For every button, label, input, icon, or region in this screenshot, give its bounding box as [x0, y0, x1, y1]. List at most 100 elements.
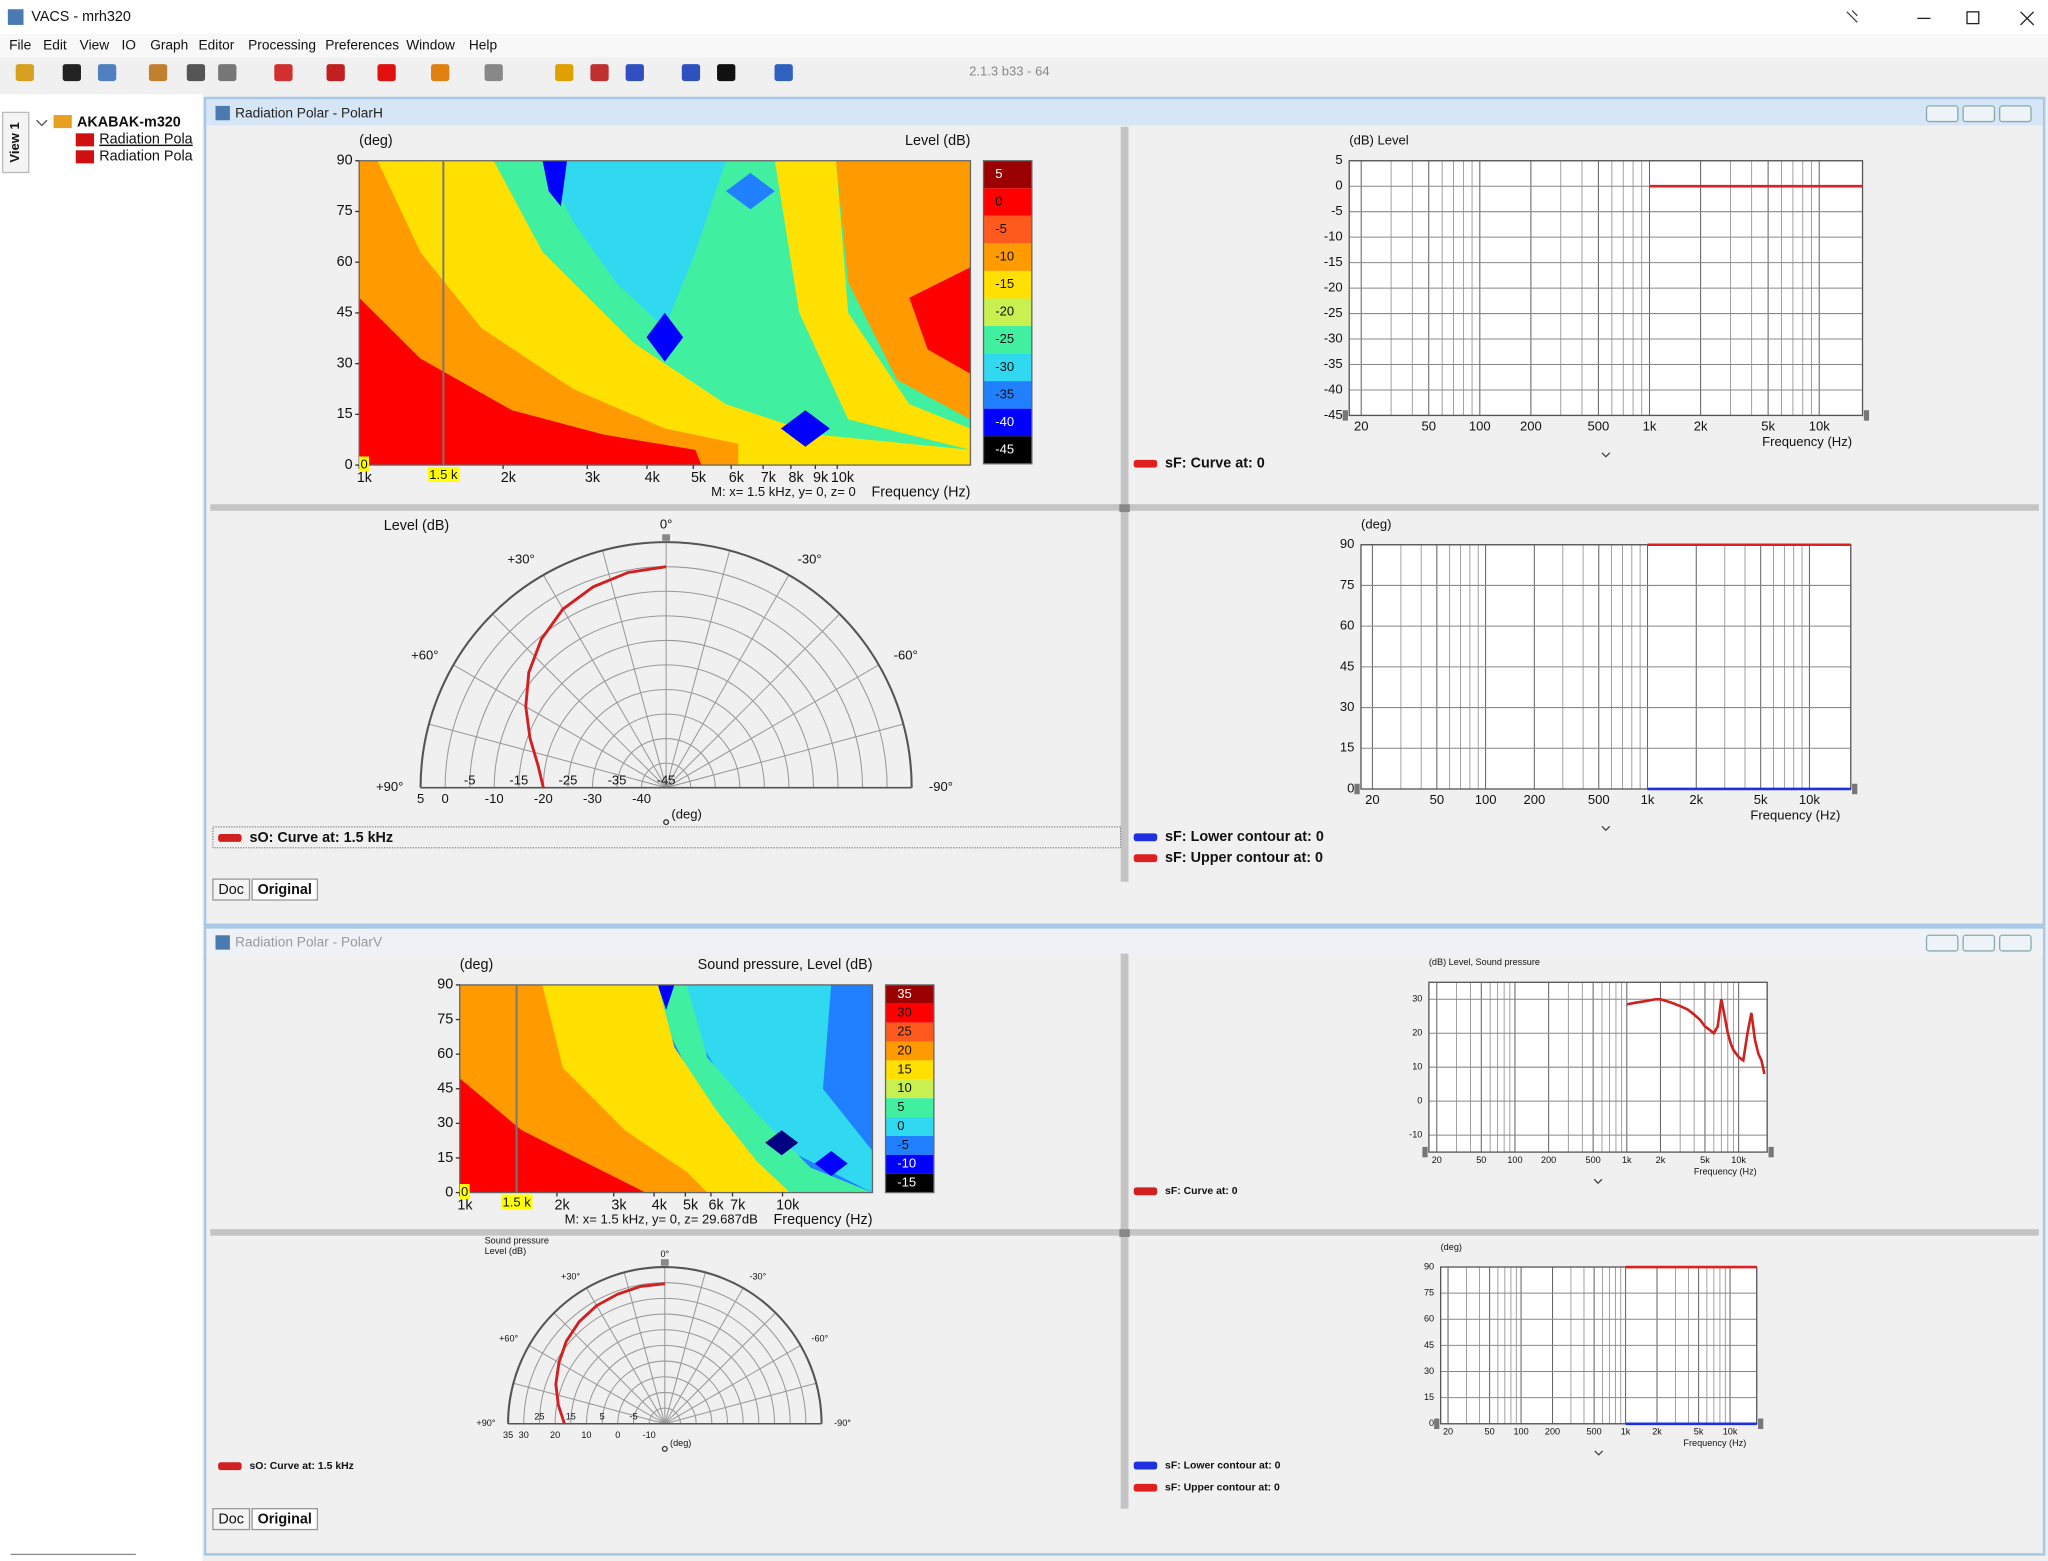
toolbar-button[interactable]: [186, 64, 206, 82]
subwindow-button[interactable]: [1925, 105, 1959, 123]
menu-item[interactable]: Processing: [248, 37, 316, 52]
legend-box: [212, 826, 1122, 849]
subwindow-button[interactable]: [1999, 105, 2032, 123]
expand-chevron[interactable]: [1601, 825, 1611, 832]
x-tick-label: 50: [1430, 792, 1445, 807]
x-tick-label: 2k: [1694, 418, 1708, 433]
y-tick-label: 45: [1424, 1340, 1434, 1350]
x-tick-label: 20: [1354, 418, 1369, 433]
menu-item[interactable]: Help: [469, 37, 498, 52]
radial-tick-label: -5: [629, 1412, 637, 1422]
toolbar-button[interactable]: [555, 64, 574, 82]
x-tick-label: 7k: [730, 1197, 746, 1213]
subwindow-title-bar: [206, 928, 2043, 955]
toolbar-button[interactable]: [681, 64, 701, 82]
maximize-button[interactable]: [1966, 11, 1980, 25]
subwindow-button[interactable]: [1999, 934, 2032, 952]
colorbar-label: -5: [995, 221, 1007, 236]
expand-chevron[interactable]: [1593, 1178, 1603, 1185]
toolbar-button[interactable]: [148, 64, 168, 82]
x-tick-label: 50: [1476, 1155, 1486, 1165]
x-tick-label: 4k: [645, 470, 661, 486]
toolbar-button[interactable]: [431, 64, 450, 82]
toolbar-button[interactable]: [97, 64, 117, 82]
close-button[interactable]: [2020, 11, 2035, 26]
radial-tick-label: -30: [583, 791, 602, 806]
menu-item[interactable]: File: [9, 37, 31, 52]
x-axis-label: Frequency (Hz): [871, 484, 970, 500]
colorbar-band: [885, 1117, 934, 1136]
tab[interactable]: [251, 878, 319, 901]
cursor-y-label: 0: [360, 457, 367, 472]
menu-item[interactable]: Graph: [150, 37, 188, 52]
toolbar-button[interactable]: [218, 64, 237, 82]
x-tick-label: 10k: [776, 1197, 800, 1213]
legend-swatch: [1133, 1461, 1158, 1470]
toolbar-button[interactable]: [326, 64, 345, 82]
subwindow-button[interactable]: [1962, 105, 1996, 123]
colorbar-label: -45: [995, 441, 1014, 456]
pin-button[interactable]: [1846, 10, 1858, 23]
y-tick-label: 75: [1424, 1288, 1434, 1298]
x-tick-label: 10k: [1799, 792, 1821, 807]
view-tab[interactable]: [1, 111, 30, 174]
y-tick-label: 15: [1340, 740, 1355, 755]
tree-root[interactable]: AKABAK-m320: [77, 115, 181, 131]
menu-item[interactable]: Preferences: [325, 37, 399, 52]
menu-item[interactable]: View: [80, 37, 110, 52]
subwindow-button[interactable]: [1962, 934, 1996, 952]
y-tick-label: -35: [1324, 356, 1343, 371]
x-tick-label: 10k: [831, 470, 855, 486]
toolbar-button[interactable]: [62, 64, 81, 82]
tab-label[interactable]: Doc: [218, 1512, 244, 1528]
y-tick-label: 75: [437, 1011, 453, 1027]
expand-chevron[interactable]: [1601, 452, 1611, 458]
axis-handle: [1342, 410, 1348, 421]
menu-item[interactable]: Editor: [199, 37, 235, 52]
subwindow-title: Radiation Polar - PolarH: [235, 105, 383, 120]
tab[interactable]: [212, 878, 251, 901]
toolbar-button[interactable]: [274, 64, 293, 82]
menu-item[interactable]: IO: [121, 37, 135, 52]
angle-tick-label: +90°: [376, 779, 403, 794]
subwindow-button[interactable]: [1925, 934, 1959, 952]
x-axis-label: Frequency (Hz): [1762, 434, 1852, 449]
polar-ring: [518, 639, 814, 788]
view-tab-label[interactable]: View 1: [7, 122, 22, 162]
angle-tick-label: 0°: [660, 1249, 669, 1259]
tab[interactable]: [212, 1508, 251, 1531]
x-axis-label: Frequency (Hz): [1683, 1438, 1746, 1448]
toolbar-button[interactable]: [377, 64, 396, 82]
radial-tick-label: -40: [632, 791, 651, 806]
tab[interactable]: [251, 1508, 319, 1531]
colorbar-band: [885, 1154, 934, 1174]
subwindow-title: Radiation Polar - PolarV: [235, 935, 383, 950]
tab-label[interactable]: Doc: [218, 882, 244, 898]
expand-chevron[interactable]: [1594, 1450, 1604, 1456]
x-tick-label: 50: [1485, 1427, 1495, 1437]
x-tick-label: 5k: [691, 470, 707, 486]
toolbar-button[interactable]: [15, 64, 34, 82]
toolbar-button[interactable]: [625, 64, 644, 82]
tree-toggle[interactable]: [36, 119, 48, 127]
subwindow-icon: [215, 935, 230, 950]
polar-ring: [648, 1407, 682, 1424]
tab-label[interactable]: Original: [258, 882, 312, 898]
menu-item[interactable]: Window: [406, 37, 455, 52]
toolbar-button[interactable]: [717, 64, 736, 82]
colorbar-band: [885, 1022, 934, 1042]
tab-label[interactable]: Original: [258, 1512, 312, 1528]
x-tick-label: 100: [1469, 418, 1491, 433]
axis-handle: [1758, 1418, 1764, 1429]
radial-tick-label: 15: [566, 1412, 576, 1422]
tree-item[interactable]: Radiation Pola: [99, 149, 192, 165]
toolbar-button[interactable]: [484, 64, 503, 82]
toolbar-button[interactable]: [774, 64, 793, 82]
tree-item[interactable]: Radiation Pola: [99, 132, 192, 148]
x-tick-label: 5k: [1761, 418, 1775, 433]
cursor-y-highlight: [459, 1184, 470, 1200]
legend-label: sF: Curve at: 0: [1165, 1186, 1238, 1197]
origin-marker: [661, 1445, 668, 1452]
toolbar-button[interactable]: [590, 64, 609, 82]
menu-item[interactable]: Edit: [43, 37, 67, 52]
